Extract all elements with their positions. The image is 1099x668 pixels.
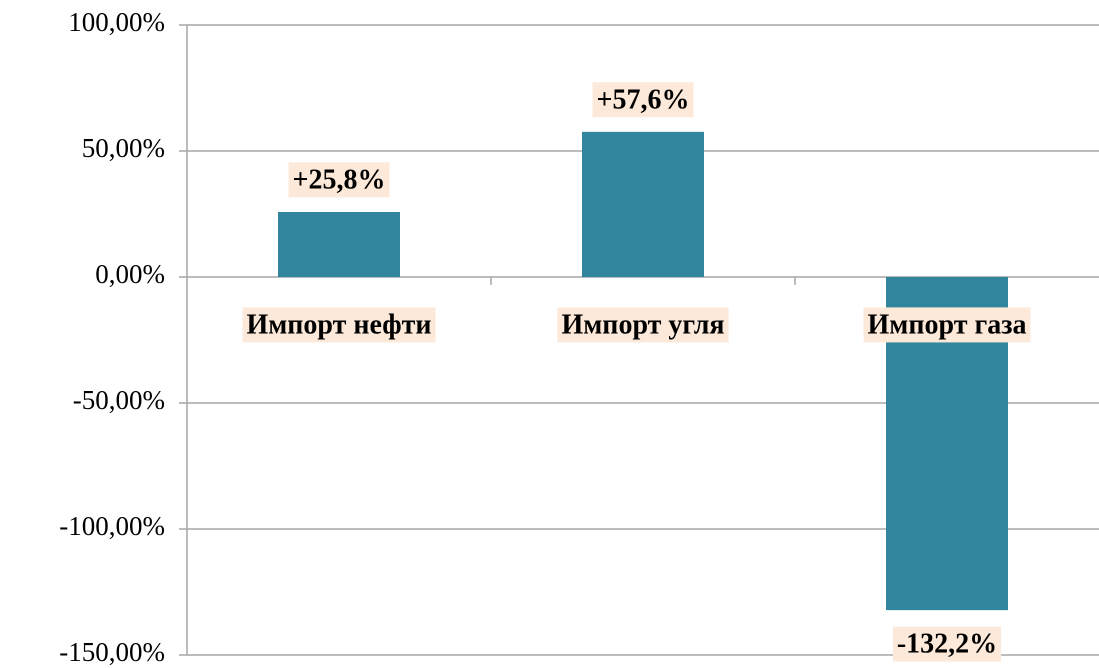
value-label-background [288, 162, 390, 198]
value-label-background [592, 82, 694, 118]
bar [278, 211, 400, 277]
y-tick-label: -100,00% [59, 511, 165, 541]
x-tick-label-background [557, 307, 729, 343]
y-tick-label: 50,00% [82, 133, 165, 163]
x-tick-label-background [242, 307, 436, 343]
bar [582, 131, 704, 277]
x-tick-label-background [863, 307, 1031, 343]
x-tick-label: Импорт угля [561, 309, 724, 340]
value-label-background [892, 626, 1002, 662]
y-tick-label: 0,00% [95, 259, 165, 289]
x-tick-label: Импорт нефти [246, 309, 431, 340]
value-label: +57,6% [597, 84, 690, 115]
y-tick-label: -150,00% [59, 637, 165, 667]
value-label: -132,2% [897, 629, 997, 660]
x-tick-label: Импорт газа [868, 309, 1027, 340]
y-tick-label: -50,00% [73, 385, 165, 415]
y-tick-label: 100,00% [68, 7, 165, 37]
value-label: +25,8% [293, 164, 386, 195]
